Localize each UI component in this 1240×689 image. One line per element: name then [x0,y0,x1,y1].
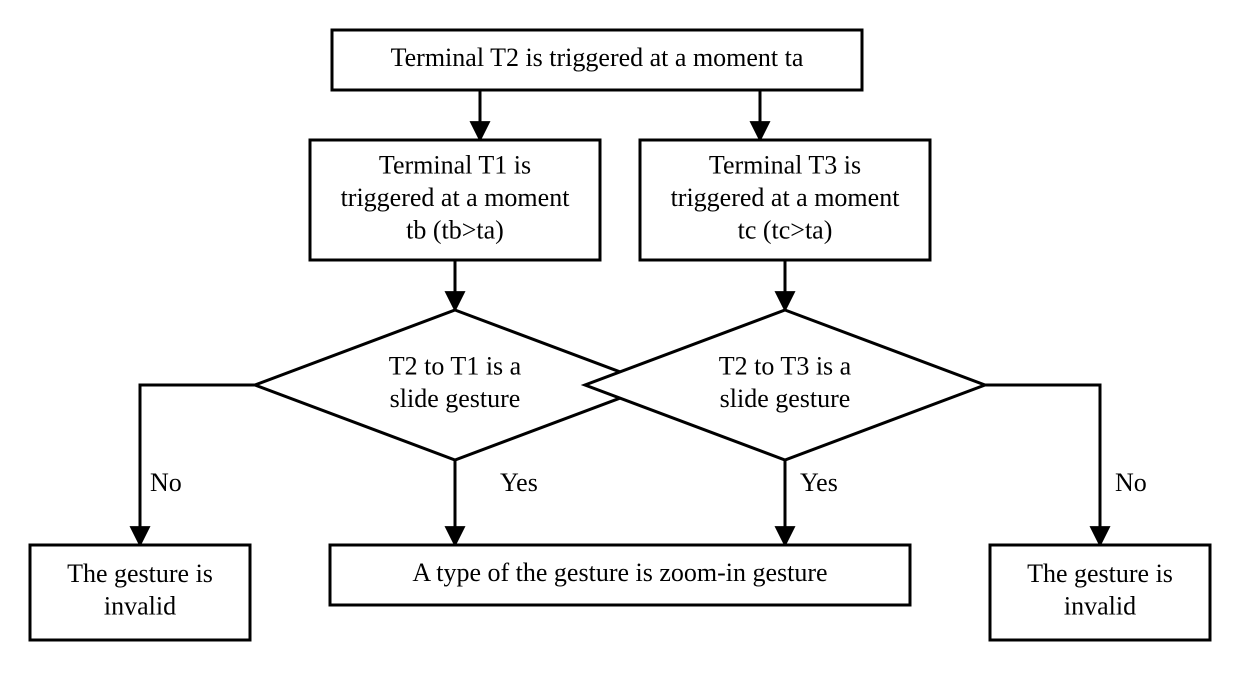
node-rightInvalid: The gesture is invalid [990,545,1210,640]
node-right1-line1: triggered at a moment [671,183,901,212]
node-right1-line0: Terminal T3 is [709,150,861,179]
node-rightInvalid-line0: The gesture is [1027,559,1173,588]
edge-label-rightDec-yes: Yes [800,468,838,497]
node-right1-line2: tc (tc>ta) [738,215,833,244]
node-zoom: A type of the gesture is zoom-in gesture [330,545,910,605]
node-rightDec-line1: slide gesture [720,384,851,413]
node-right1: Terminal T3 is triggered at a moment tc (t… [640,140,930,260]
node-leftDec-line0: T2 to T1 is a [389,352,522,381]
node-leftInvalid: The gesture is invalid [30,545,250,640]
edge-label-leftDec-no: No [150,468,182,497]
edge-label-leftDec-yes: Yes [500,468,538,497]
node-left1-line1: triggered at a moment [341,183,571,212]
node-left1-line0: Terminal T1 is [379,150,531,179]
node-leftInvalid-line1: invalid [104,592,176,621]
flowchart-canvas: Yes Yes No No Terminal T2 is triggered at a … [0,0,1240,689]
edge-rightDec-no [985,385,1100,545]
node-start: Terminal T2 is triggered at a moment ta [332,30,862,90]
node-leftInvalid-line0: The gesture is [67,559,213,588]
node-rightInvalid-line1: invalid [1064,592,1136,621]
node-start-line0: Terminal T2 is triggered at a moment ta [391,43,804,72]
node-left1: Terminal T1 is triggered at a moment tb (t… [310,140,600,260]
node-zoom-line0: A type of the gesture is zoom-in gesture [412,558,827,587]
edge-leftDec-no [140,385,255,545]
node-leftDec-line1: slide gesture [390,384,521,413]
node-left1-line2: tb (tb>ta) [406,215,504,244]
edge-label-rightDec-no: No [1115,468,1147,497]
node-rightDec-line0: T2 to T3 is a [719,352,852,381]
node-rightDec: T2 to T3 is a slide gesture [585,310,985,460]
